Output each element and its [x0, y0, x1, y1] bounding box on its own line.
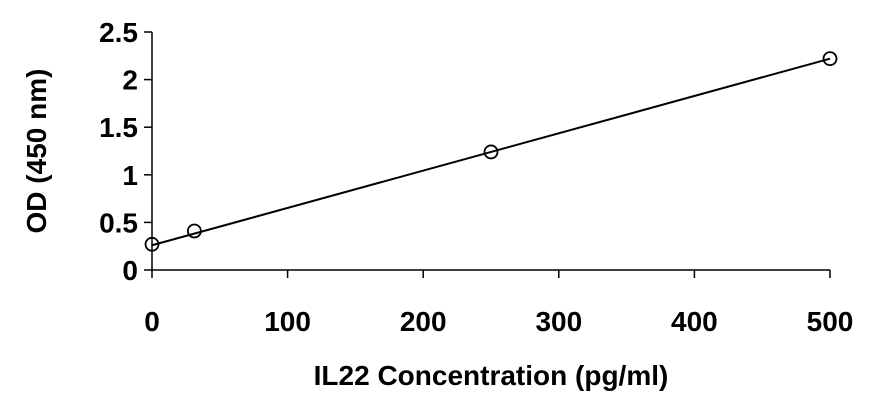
y-tick-label: 0	[122, 255, 138, 286]
y-axis-title: OD (450 nm)	[21, 69, 52, 234]
x-axis-title: IL22 Concentration (pg/ml)	[314, 360, 669, 391]
y-tick-label: 1.5	[99, 112, 138, 143]
x-tick-label: 300	[535, 306, 582, 337]
x-tick-label: 100	[264, 306, 311, 337]
x-ticks: 0 100 200 300 400 500	[144, 270, 853, 337]
data-point	[822, 51, 838, 67]
x-tick-label: 200	[400, 306, 447, 337]
y-ticks: 0 0.5 1 1.5 2 2.5	[99, 17, 152, 286]
trendline-group	[151, 57, 831, 247]
trendline	[151, 57, 831, 247]
y-tick-label: 1	[122, 160, 138, 191]
data-point	[186, 223, 202, 239]
x-tick-label: 400	[671, 306, 718, 337]
data-point	[144, 236, 160, 252]
y-tick-label: 2.5	[99, 17, 138, 48]
data-point	[483, 144, 499, 160]
y-tick-label: 2	[122, 65, 138, 96]
x-tick-label: 0	[144, 306, 160, 337]
data-points	[144, 51, 838, 252]
plot-area: 0 0.5 1 1.5 2 2.5 0 100 200 300 400 500	[99, 17, 853, 337]
y-tick-label: 0.5	[99, 207, 138, 238]
x-tick-label: 500	[807, 306, 854, 337]
